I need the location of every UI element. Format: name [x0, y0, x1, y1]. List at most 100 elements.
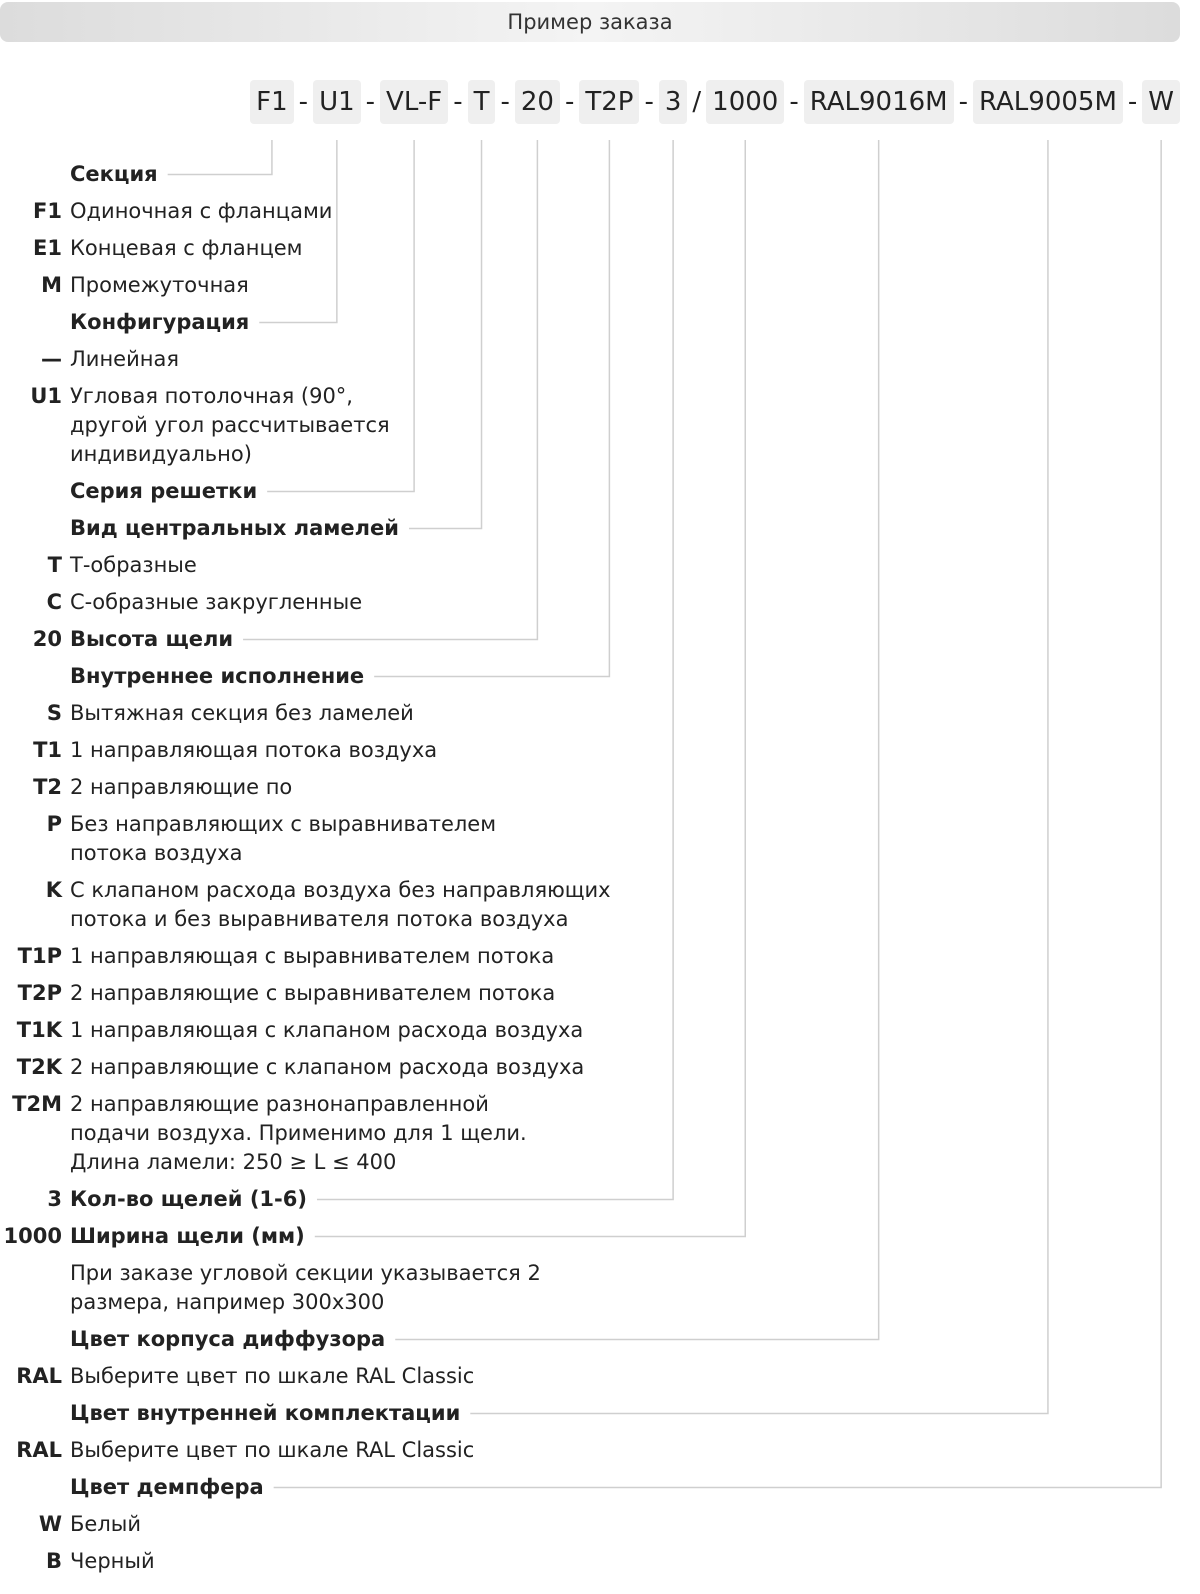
- code-label: T2K: [16, 1055, 62, 1079]
- section-heading: Серия решетки: [0, 473, 1200, 510]
- item-text: Выберите цвет по шкале RAL Classic: [70, 1438, 475, 1462]
- item-row: RAL Выберите цвет по шкале RAL Classic: [0, 1358, 1200, 1395]
- section-heading: Внутреннее исполнение: [0, 658, 1200, 695]
- item-row: U1 Угловая потолочная (90°, другой угол р…: [0, 378, 1200, 473]
- code-separator: -: [1127, 87, 1138, 117]
- code-separator: -: [644, 87, 654, 117]
- code-label: U1: [30, 384, 62, 408]
- item-text: Выберите цвет по шкале RAL Classic: [70, 1364, 475, 1388]
- section-heading: Цвет внутренней комплектации: [0, 1395, 1200, 1432]
- code-segment: T2P: [579, 80, 640, 124]
- code-label: T1: [33, 738, 62, 762]
- item-text: 1 направляющая с выравнивателем потока: [70, 944, 555, 968]
- item-text: 2 направляющие с клапаном расхода воздух…: [70, 1055, 585, 1079]
- code-label: [0, 662, 62, 691]
- item-text: Промежуточная: [70, 273, 249, 297]
- item-text: Линейная: [70, 347, 179, 371]
- item-text: 2 направляющие разнонаправленной подачи …: [70, 1092, 527, 1174]
- item-text: Концевая с фланцем: [70, 236, 303, 260]
- heading-text: Ширина щели (мм): [70, 1224, 305, 1248]
- code-label: F1: [33, 199, 62, 223]
- code-segment: U1: [313, 80, 361, 124]
- code-segment: RAL9005M: [973, 80, 1123, 124]
- code-label: RAL: [16, 1364, 62, 1388]
- item-text: Т-образные: [70, 553, 197, 577]
- code-label: [0, 160, 62, 189]
- item-row: T Т-образные: [0, 547, 1200, 584]
- section-heading: Конфигурация: [0, 304, 1200, 341]
- item-text: Вытяжная секция без ламелей: [70, 701, 414, 725]
- heading-text: Серия решетки: [70, 479, 258, 503]
- item-text: Без направляющих с выравнивателем потока…: [70, 812, 497, 865]
- code-segment: T: [467, 80, 496, 124]
- code-segment: W: [1142, 80, 1180, 124]
- item-row: При заказе угловой секции указывается 2 …: [0, 1255, 1200, 1321]
- code-segment: 20: [514, 80, 560, 124]
- item-text: При заказе угловой секции указывается 2 …: [70, 1261, 541, 1314]
- code-label: T1P: [17, 944, 62, 968]
- section-heading: Цвет демпфера: [0, 1469, 1200, 1506]
- code-separator: -: [958, 87, 968, 117]
- heading-text: Кол-во щелей (1-6): [70, 1187, 307, 1211]
- header-title: Пример заказа: [0, 2, 1180, 42]
- code-label: K: [45, 878, 62, 902]
- heading-text: Высота щели: [70, 627, 234, 651]
- code-label: S: [46, 701, 62, 725]
- item-text: Угловая потолочная (90°, другой угол рас…: [70, 384, 390, 466]
- item-text: 2 направляющие по: [70, 775, 293, 799]
- code-label: [0, 308, 62, 337]
- code-label: W: [38, 1512, 62, 1536]
- code-separator: -: [298, 87, 309, 117]
- item-row: T1P 1 направляющая с выравнивателем поток…: [0, 938, 1200, 975]
- item-row: RAL Выберите цвет по шкале RAL Classic: [0, 1432, 1200, 1469]
- heading-text: Цвет внутренней комплектации: [70, 1401, 461, 1425]
- code-segment: 1000: [706, 80, 785, 124]
- code-label: 20: [32, 627, 62, 651]
- item-text: С-образные закругленные: [70, 590, 363, 614]
- item-text: 1 направляющая потока воздуха: [70, 738, 438, 762]
- item-text: 1 направляющая с клапаном расхода воздух…: [70, 1018, 584, 1042]
- heading-text: Конфигурация: [70, 310, 250, 334]
- code-label: —: [41, 347, 62, 371]
- item-text: Белый: [70, 1512, 141, 1536]
- item-row: T2 2 направляющие по: [0, 769, 1200, 806]
- item-row: T2M 2 направляющие разнонаправленной пода…: [0, 1086, 1200, 1181]
- code-label: P: [46, 812, 62, 836]
- code-segment: RAL9016M: [803, 80, 954, 124]
- code-label: T2P: [17, 981, 62, 1005]
- code-label: 1000: [3, 1224, 62, 1248]
- heading-text: Секция: [70, 162, 158, 186]
- code-label: T2: [33, 775, 62, 799]
- section-heading: 3 Кол-во щелей (1-6): [0, 1181, 1200, 1218]
- code-label: [0, 1399, 62, 1428]
- code-label: [0, 1325, 62, 1354]
- item-row: E1 Концевая с фланцем: [0, 230, 1200, 267]
- item-row: T1K 1 направляющая с клапаном расхода воз…: [0, 1012, 1200, 1049]
- item-row: K С клапаном расхода воздуха без направля…: [0, 872, 1200, 938]
- order-code: F1- U1- VL-F - T -20- T2P -3/1000- RAL9016M - RAL9…: [250, 80, 1180, 124]
- item-row: B Черный: [0, 1543, 1200, 1580]
- item-row: M Промежуточная: [0, 267, 1200, 304]
- item-row: S Вытяжная секция без ламелей: [0, 695, 1200, 732]
- code-separator: -: [365, 87, 376, 117]
- code-label: M: [41, 273, 62, 297]
- section-heading: Секция: [0, 156, 1200, 193]
- item-row: T1 1 направляющая потока воздуха: [0, 732, 1200, 769]
- item-text: Черный: [70, 1549, 155, 1573]
- code-label: T1K: [16, 1018, 62, 1042]
- section-heading: Цвет корпуса диффузора: [0, 1321, 1200, 1358]
- heading-text: Внутреннее исполнение: [70, 664, 365, 688]
- code-label: E1: [33, 236, 62, 260]
- code-label: [0, 514, 62, 543]
- item-row: F1 Одиночная с фланцами: [0, 193, 1200, 230]
- code-separator: -: [789, 87, 799, 117]
- code-label: [0, 1473, 62, 1502]
- code-segment: 3: [658, 80, 688, 124]
- heading-text: Цвет корпуса диффузора: [70, 1327, 386, 1351]
- item-text: Одиночная с фланцами: [70, 199, 333, 223]
- heading-text: Вид центральных ламелей: [70, 516, 399, 540]
- code-label: T: [47, 553, 62, 577]
- code-segment: VL-F: [380, 80, 449, 124]
- code-label: T2M: [12, 1092, 62, 1116]
